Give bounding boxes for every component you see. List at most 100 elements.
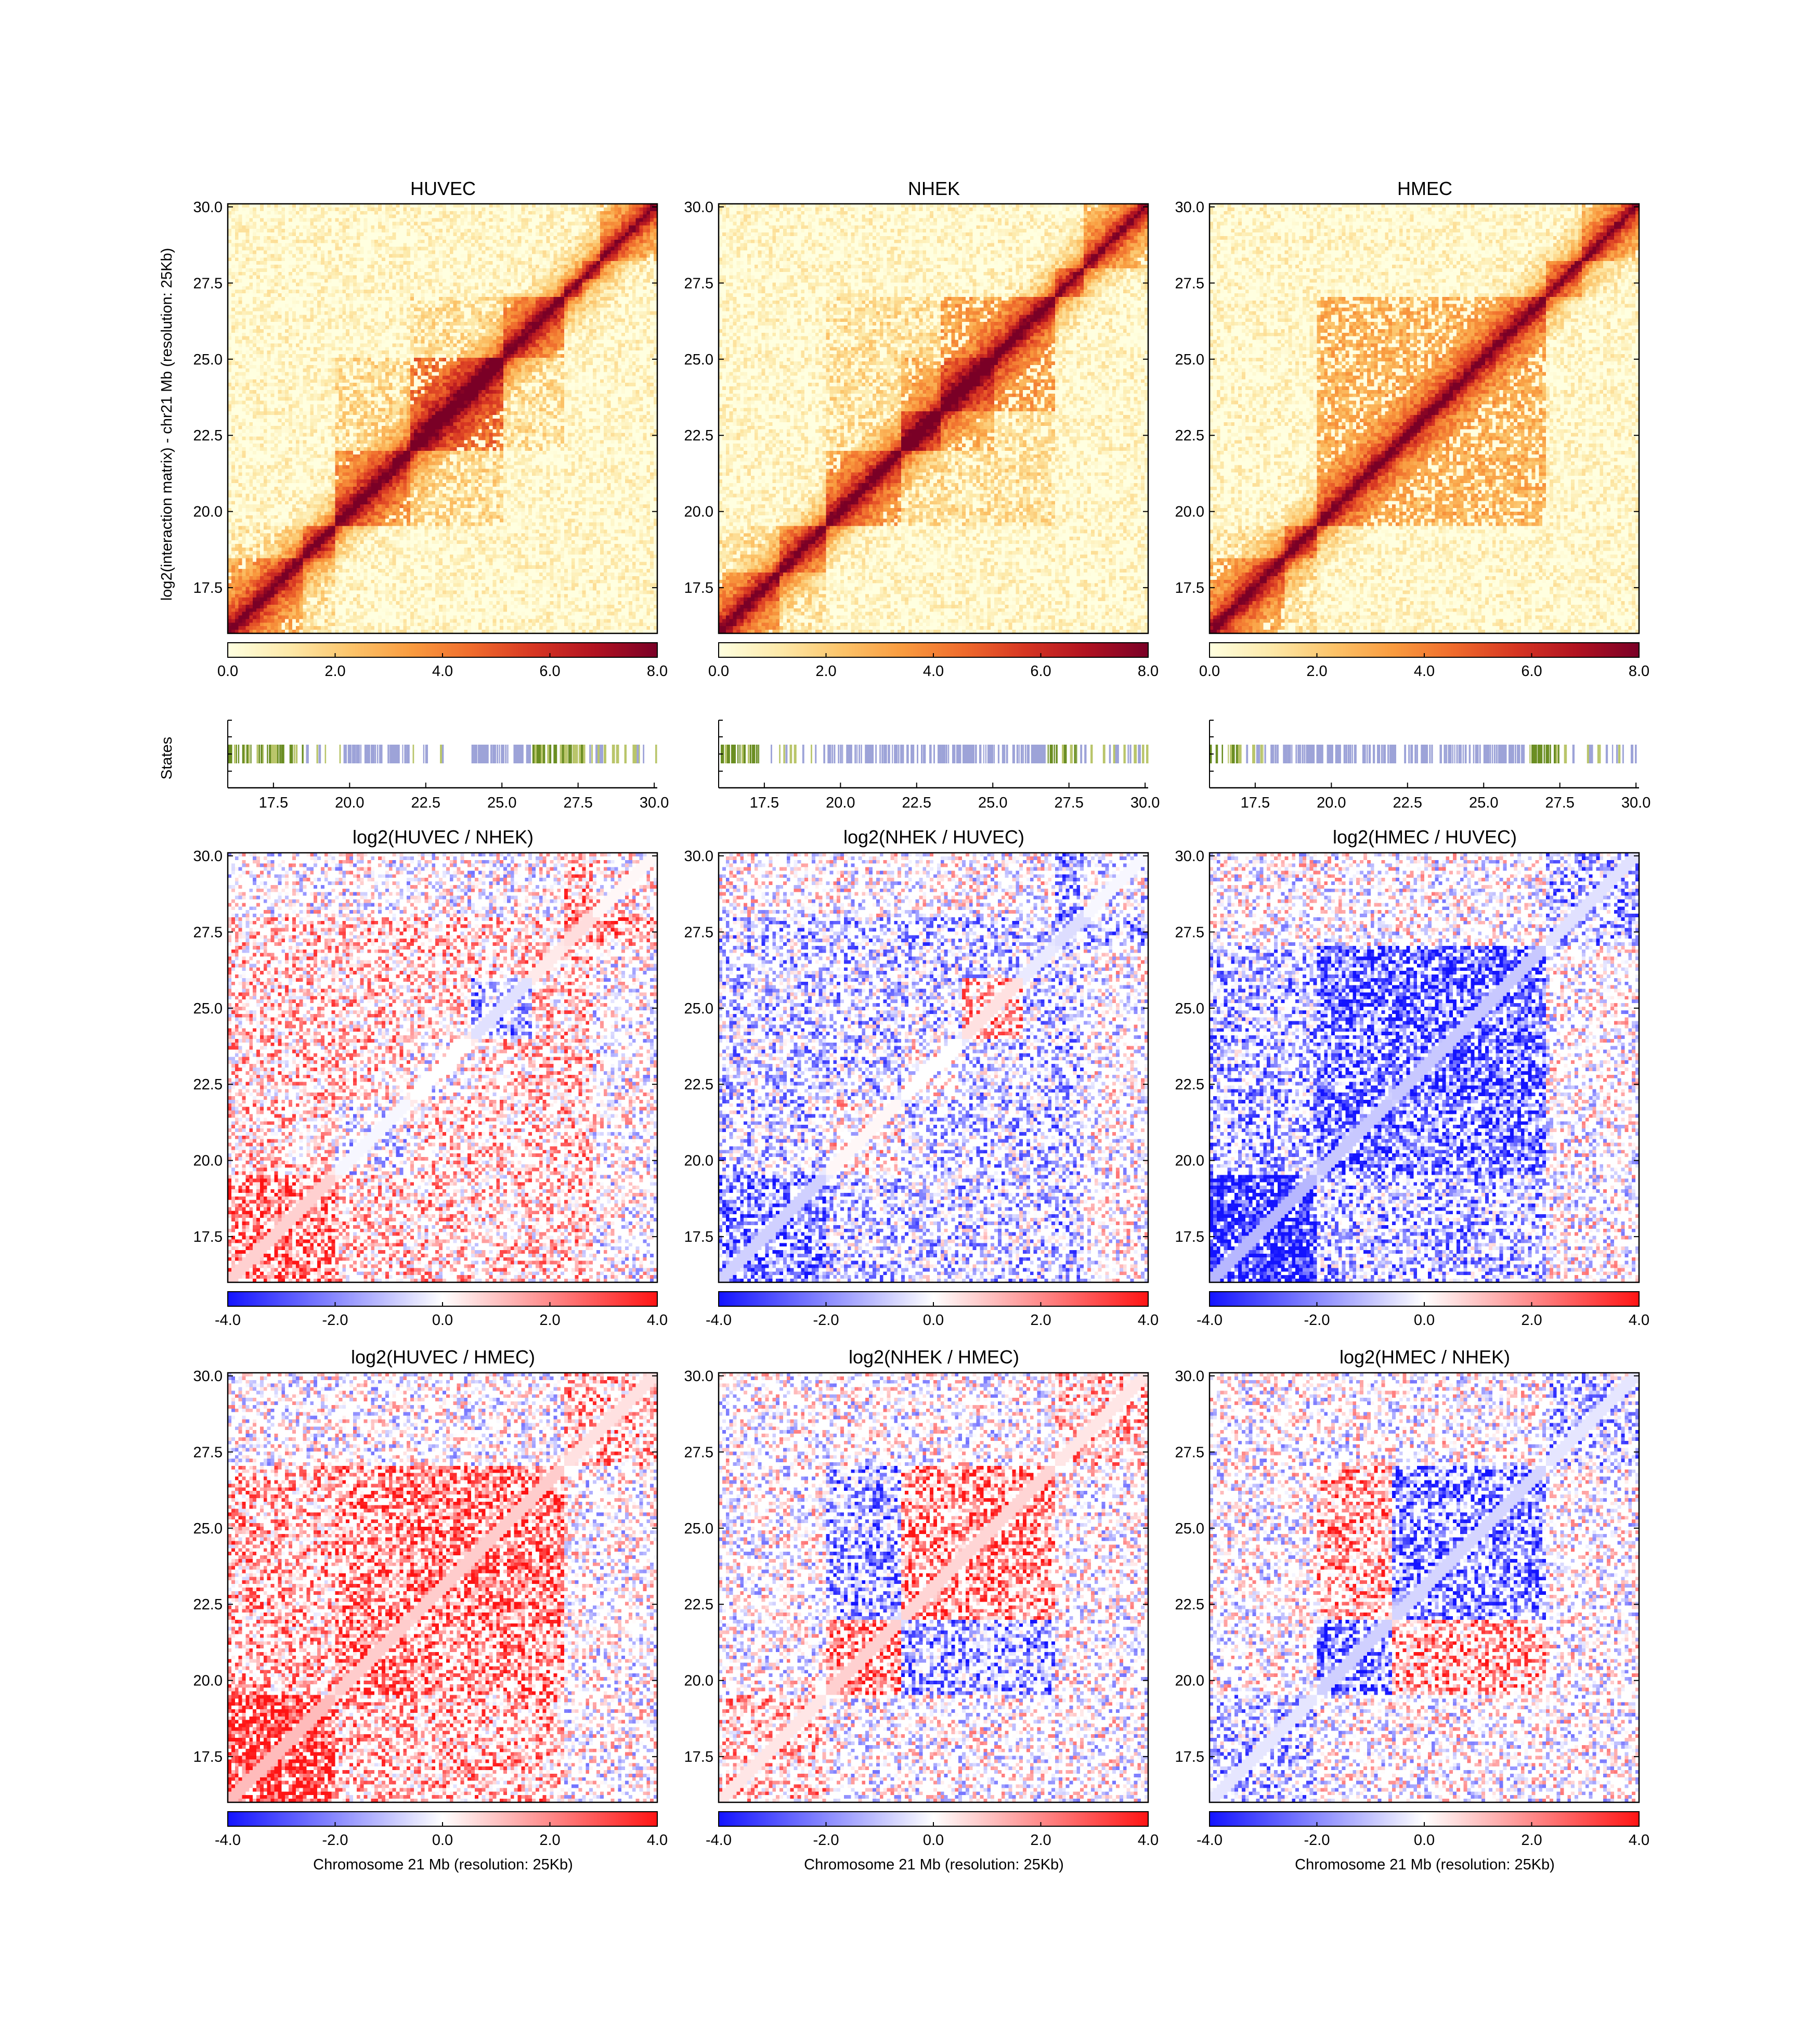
state-segment bbox=[636, 745, 640, 763]
state-segment bbox=[1238, 745, 1240, 763]
state-segment bbox=[739, 745, 741, 763]
state-segment bbox=[771, 745, 772, 763]
state-segment bbox=[1049, 745, 1052, 763]
state-segment bbox=[1491, 745, 1493, 763]
colorbar-tick-label: 4.0 bbox=[1138, 1312, 1159, 1329]
state-segment bbox=[398, 745, 400, 763]
colorbar-tick-label: -2.0 bbox=[813, 1832, 839, 1849]
state-segment bbox=[921, 745, 923, 763]
state-segment bbox=[375, 745, 376, 763]
state-segment bbox=[1063, 745, 1067, 763]
state-segment bbox=[1310, 745, 1314, 763]
state-segment bbox=[1387, 745, 1389, 763]
state-segment bbox=[1618, 745, 1621, 763]
state-segment bbox=[345, 745, 347, 763]
state-segment bbox=[741, 745, 744, 763]
state-segment bbox=[568, 745, 570, 763]
panel-nhek-huvec: log2(NHEK / HUVEC) 17.5 20.0 22.5 25.0 27.5 3… bbox=[684, 826, 1159, 1329]
state-segment bbox=[952, 745, 955, 763]
state-segment bbox=[1109, 745, 1111, 763]
state-segment bbox=[1519, 745, 1520, 763]
state-segment bbox=[1487, 745, 1490, 763]
state-segment bbox=[1134, 745, 1137, 763]
state-segment bbox=[536, 745, 540, 763]
y-tick-label: 25.0 bbox=[684, 352, 713, 368]
state-segment bbox=[570, 745, 572, 763]
y-tick-label: 27.5 bbox=[1175, 924, 1204, 941]
state-segment bbox=[595, 745, 599, 763]
state-segment bbox=[639, 745, 640, 763]
colorbar-tick-label: -4.0 bbox=[1197, 1832, 1223, 1849]
state-segment bbox=[370, 745, 374, 763]
state-segment bbox=[827, 745, 830, 763]
state-segment bbox=[277, 745, 279, 763]
axes-frame bbox=[227, 1372, 658, 1803]
state-segment bbox=[1308, 745, 1311, 763]
y-tick-label: 17.5 bbox=[684, 580, 713, 596]
y-tick-label: 22.5 bbox=[1175, 427, 1204, 444]
state-segment bbox=[1611, 745, 1614, 763]
colorbar-tick-label: -2.0 bbox=[322, 1312, 348, 1329]
y-tick-label: 20.0 bbox=[684, 1673, 713, 1689]
state-segment bbox=[731, 745, 734, 763]
state-segment bbox=[794, 745, 797, 763]
state-segment bbox=[1047, 745, 1049, 763]
state-segment bbox=[1041, 745, 1045, 763]
axes-frame bbox=[227, 852, 658, 1283]
state-segment bbox=[1127, 745, 1129, 763]
y-tick-label: 30.0 bbox=[193, 1368, 223, 1385]
colorbar-tick-label: 0.0 bbox=[923, 1312, 944, 1329]
state-segment bbox=[886, 745, 887, 763]
y-tick-label: 30.0 bbox=[1175, 848, 1204, 865]
state-segment bbox=[1240, 745, 1242, 763]
state-segment bbox=[1327, 745, 1330, 763]
axes-frame bbox=[1208, 852, 1640, 1283]
ratio-cells bbox=[228, 1373, 657, 1802]
x-axis-label: Chromosome 21 Mb (resolution: 25Kb) bbox=[1295, 1856, 1555, 1873]
state-segment bbox=[1033, 745, 1036, 763]
heatmap-area bbox=[718, 1372, 1149, 1803]
state-segment bbox=[1414, 745, 1417, 763]
y-tick-label: 17.5 bbox=[193, 1749, 223, 1765]
state-segment bbox=[1070, 745, 1073, 763]
state-segment bbox=[408, 745, 410, 763]
state-segment bbox=[892, 745, 893, 763]
state-segment bbox=[499, 745, 500, 763]
state-segment bbox=[1508, 745, 1511, 763]
colorbar-tick-label: 8.0 bbox=[647, 663, 668, 680]
state-segment bbox=[722, 745, 724, 763]
colorbar-tick-label: 0.0 bbox=[708, 663, 729, 680]
state-segment bbox=[263, 745, 264, 763]
state-segment bbox=[396, 745, 399, 763]
colorbar-tick-label: 6.0 bbox=[1030, 663, 1051, 680]
state-segment bbox=[1291, 745, 1293, 763]
colorbar-tick-label: 4.0 bbox=[647, 1312, 668, 1329]
state-segment bbox=[655, 745, 657, 763]
state-segment bbox=[484, 745, 487, 763]
state-segment bbox=[1299, 745, 1302, 763]
state-segment bbox=[997, 745, 1000, 763]
y-tick-label: 22.5 bbox=[193, 1596, 223, 1613]
x-tick-label: 22.5 bbox=[411, 795, 440, 811]
heatmap-cells bbox=[228, 204, 657, 633]
state-segment bbox=[1529, 745, 1531, 763]
state-segment bbox=[1339, 745, 1341, 763]
panel-huvec: HUVEC 17.5 20.0 22.5 25.0 27.5 30.0 0.0 2.0 4.0… bbox=[193, 178, 668, 680]
state-segment bbox=[501, 745, 504, 763]
state-segment bbox=[366, 745, 369, 763]
state-segment bbox=[281, 745, 284, 763]
state-segment bbox=[1256, 745, 1259, 763]
y-tick-label: 30.0 bbox=[684, 1368, 713, 1385]
y-tick-label: 27.5 bbox=[1175, 1444, 1204, 1461]
state-segment bbox=[1316, 745, 1319, 763]
state-segment bbox=[549, 745, 552, 763]
state-segment bbox=[947, 745, 950, 763]
state-segment bbox=[513, 745, 516, 763]
state-segment bbox=[1115, 745, 1119, 763]
state-segment bbox=[347, 745, 350, 763]
state-segment bbox=[1444, 745, 1446, 763]
state-segment bbox=[1489, 745, 1491, 763]
state-segment bbox=[293, 745, 295, 763]
panel-title: log2(NHEK / HUVEC) bbox=[843, 826, 1024, 848]
state-segment bbox=[856, 745, 858, 763]
